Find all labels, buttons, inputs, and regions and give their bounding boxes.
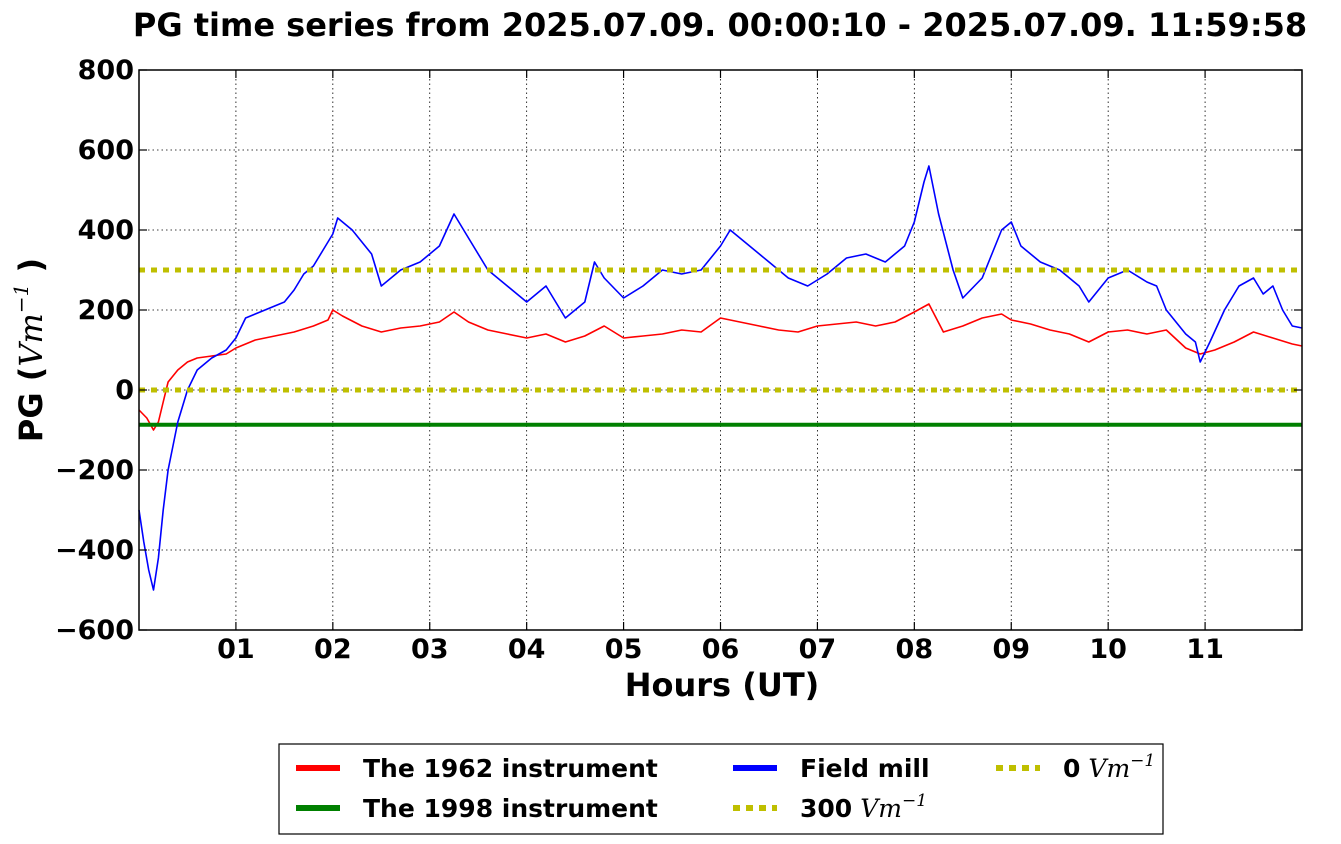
grid-lines [139, 69, 1302, 631]
x-tick-label-1: 02 [314, 634, 352, 665]
x-tick-label-0: 01 [217, 634, 255, 665]
y-axis-label-sup: −1 [9, 284, 33, 313]
y-tick-label-3: 0 [115, 375, 134, 406]
legend-label-0: 0 Vm−1 [1063, 751, 1155, 783]
x-tick-label-5: 06 [702, 634, 740, 665]
y-tick-label-4: 200 [78, 295, 134, 326]
x-tick-label-6: 07 [799, 634, 837, 665]
y-tick-label-2: −200 [55, 455, 134, 486]
x-axis-ticks: 01 02 03 04 05 06 07 08 09 10 11 [217, 70, 1224, 665]
legend: The 1962 instrument The 1998 instrument Fi… [278, 743, 1164, 835]
y-tick-label-5: 400 [78, 215, 134, 246]
y-tick-label-1: −400 [55, 535, 134, 566]
legend-box [278, 743, 1164, 835]
legend-label-the-1962-instrument: The 1962 instrument [363, 754, 658, 783]
y-axis-label-suffix: ) [12, 258, 50, 284]
legend-label-field-mill: Field mill [800, 754, 930, 783]
x-axis-label: Hours (UT) [625, 666, 820, 704]
x-tick-label-10: 11 [1186, 634, 1224, 665]
y-axis-ticks: −600 −400 −200 0 200 400 600 800 [55, 55, 1302, 646]
plot-area [138, 165, 1303, 591]
y-axis-label-unit: Vm [12, 313, 50, 366]
x-tick-label-9: 10 [1089, 634, 1127, 665]
legend-label-the-1998-instrument: The 1998 instrument [363, 794, 658, 823]
x-tick-label-2: 03 [411, 634, 449, 665]
x-tick-label-7: 08 [896, 634, 934, 665]
y-tick-label-6: 600 [78, 135, 134, 166]
x-tick-label-8: 09 [992, 634, 1030, 665]
chart-title: PG time series from 2025.07.09. 00:00:10… [133, 6, 1307, 44]
y-tick-label-0: −600 [55, 615, 134, 646]
x-tick-label-4: 05 [605, 634, 643, 665]
series-line-field-mill [138, 165, 1303, 591]
legend-label-300: 300 Vm−1 [800, 791, 927, 823]
series-line-the-1962-instrument [138, 303, 1303, 431]
y-axis-label-prefix: PG ( [12, 367, 50, 442]
x-tick-label-3: 04 [508, 634, 546, 665]
y-axis-label: PG (Vm−1 ) [9, 258, 50, 442]
y-tick-label-7: 800 [78, 55, 134, 86]
